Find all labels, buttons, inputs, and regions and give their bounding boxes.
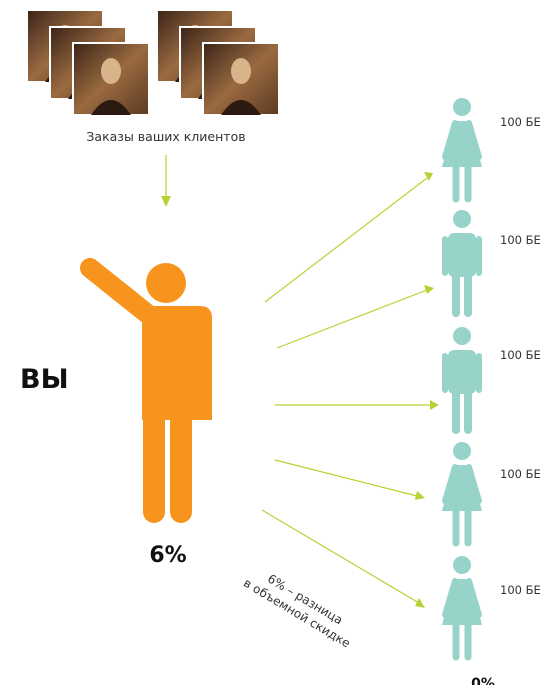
discount-note: 6% – разница в объемной скидке <box>241 562 361 651</box>
recipient-label: 100 БЕ <box>500 467 541 481</box>
recipient-label: 100 БЕ <box>500 115 541 129</box>
recipient-percent: 0% <box>471 676 495 685</box>
you-percent: 6% <box>149 543 186 568</box>
client-orders-photos <box>27 10 279 115</box>
arrows <box>262 172 439 608</box>
diagram: Заказы ваших клиентов ВЫ 6% 6% – разница… <box>0 0 544 685</box>
you-label: ВЫ <box>20 364 69 395</box>
orders-caption: Заказы ваших клиентов <box>86 129 245 144</box>
you-figure <box>90 263 212 512</box>
recipient-label: 100 БЕ <box>500 233 541 247</box>
recipient-label: 100 БЕ <box>500 348 541 362</box>
recipients <box>442 98 482 657</box>
down-arrow <box>161 155 171 207</box>
recipient-label: 100 БЕ <box>500 583 541 597</box>
